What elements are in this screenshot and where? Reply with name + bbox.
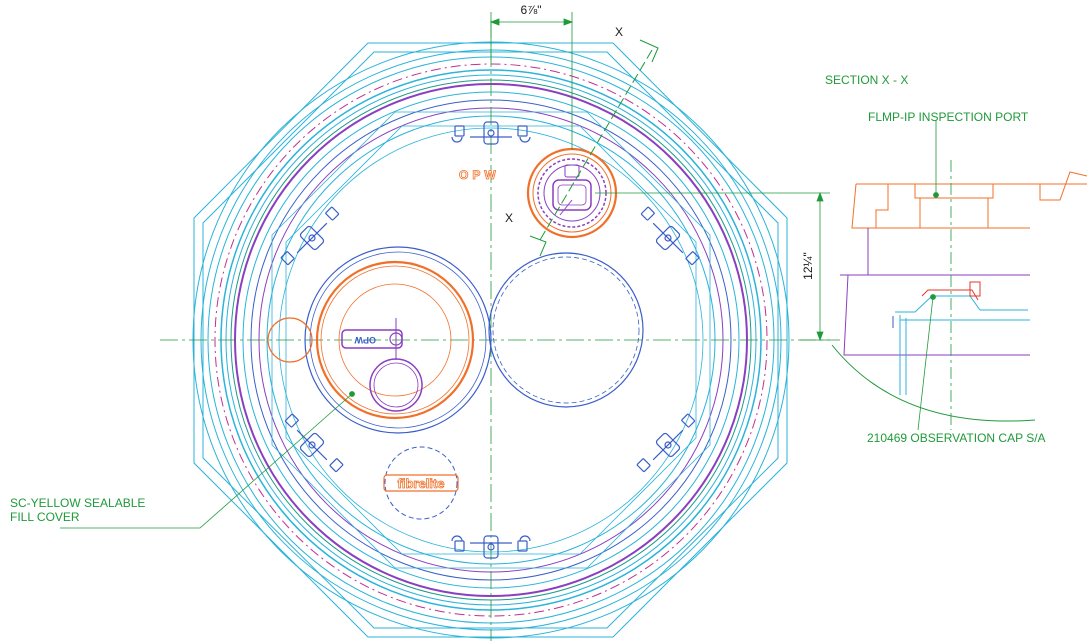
fill-cover-assembly bbox=[267, 246, 492, 434]
latch-bottom bbox=[451, 535, 531, 559]
section-title: SECTION X - X bbox=[825, 73, 908, 87]
dimension-vertical bbox=[595, 191, 830, 342]
fibrelite-badge: fibrelite bbox=[383, 446, 459, 520]
latch-lower-right bbox=[636, 413, 696, 473]
opw-logo-top: OPW bbox=[459, 168, 500, 182]
blank-port bbox=[488, 252, 644, 408]
opw-logo-left: OPW bbox=[354, 335, 376, 345]
section-leaders bbox=[917, 120, 939, 431]
latch-top bbox=[451, 121, 531, 145]
dimension-vertical-text: 12¼" bbox=[801, 252, 815, 280]
center-lines bbox=[160, 20, 840, 641]
dimension-horizontal-text: 6⅞" bbox=[521, 3, 542, 17]
section-marker-bottom: X bbox=[505, 211, 513, 225]
observation-cap-label: 210469 OBSERVATION CAP S/A bbox=[867, 431, 1046, 445]
section-marker-top: X bbox=[615, 25, 623, 39]
inner-octagon bbox=[271, 111, 711, 569]
fill-cover-label-line1: SC-YELLOW SEALABLE bbox=[10, 496, 145, 510]
latch-lower-left bbox=[284, 413, 344, 473]
octagon-frames bbox=[193, 42, 788, 638]
fibrelite-logo: fibrelite bbox=[398, 476, 445, 491]
section-cut-line bbox=[529, 39, 659, 257]
latch-upper-left bbox=[280, 206, 340, 266]
dimension-horizontal bbox=[489, 12, 574, 150]
inspection-port-label: FLMP-IP INSPECTION PORT bbox=[868, 110, 1029, 124]
fill-cover-label-line2: FILL COVER bbox=[10, 510, 80, 524]
latch-upper-right bbox=[640, 206, 700, 266]
fill-cover-leader bbox=[60, 391, 355, 529]
section-detail bbox=[831, 160, 1087, 430]
